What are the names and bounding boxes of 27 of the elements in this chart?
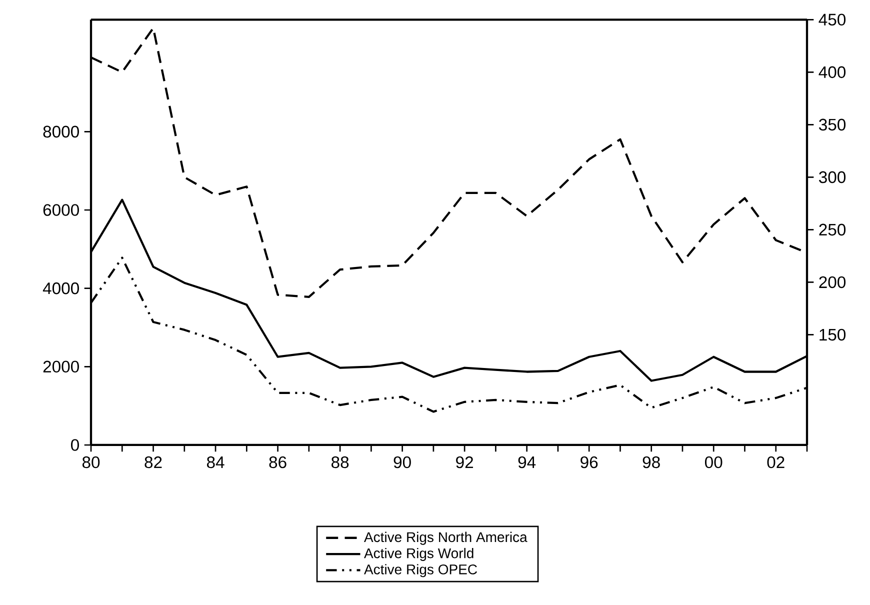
x-tick-label: 98 [642, 456, 660, 468]
legend-label: Active Rigs North America [364, 532, 528, 545]
legend-label: Active Rigs OPEC [364, 564, 478, 578]
x-tick-label: 90 [394, 456, 411, 468]
x-tick-label: 86 [269, 456, 286, 468]
x-tick-label: 84 [206, 456, 224, 468]
y-tick-label: 0 [71, 439, 79, 451]
x-tick-label: 02 [767, 456, 784, 468]
y2-tick-label: 300 [819, 171, 846, 184]
y2-tick-label: 350 [819, 118, 846, 131]
x-tick-label: 96 [580, 456, 598, 468]
y-tick-label: 8000 [43, 126, 79, 138]
x-tick-label: 80 [82, 456, 100, 468]
y2-tick-label: 450 [818, 14, 846, 26]
x-tick-label: 88 [332, 456, 349, 468]
y-tick-label: 6000 [43, 204, 79, 216]
y-tick-label: 2000 [43, 360, 79, 373]
y2-tick-label: 250 [819, 224, 846, 236]
x-tick-label: 00 [704, 456, 722, 468]
y-tick-label: 4000 [42, 282, 79, 294]
y2-tick-label: 200 [819, 276, 846, 288]
y2-tick-label: 400 [818, 66, 846, 78]
x-tick-label: 94 [518, 456, 536, 468]
y2-tick-label: 150 [820, 328, 846, 341]
x-tick-label: 82 [144, 456, 162, 468]
legend-label: Active Rigs World [364, 548, 474, 561]
x-tick-label: 92 [456, 456, 473, 468]
